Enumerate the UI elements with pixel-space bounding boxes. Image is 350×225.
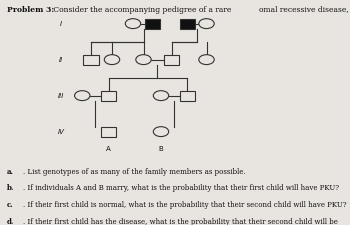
Text: . If their first child has the disease, what is the probability that their secon: . If their first child has the disease, … <box>23 218 338 225</box>
Text: c.: c. <box>7 201 14 209</box>
Bar <box>180 91 195 101</box>
Text: Problem 3:: Problem 3: <box>7 6 54 14</box>
Text: B: B <box>159 146 163 152</box>
Text: . If their first child is normal, what is the probability that their second chil: . If their first child is normal, what i… <box>23 201 346 209</box>
Circle shape <box>104 55 120 65</box>
Circle shape <box>153 127 169 137</box>
Text: a.: a. <box>7 168 14 176</box>
Text: Consider the accompanying pedigree of a rare: Consider the accompanying pedigree of a … <box>51 6 231 14</box>
Bar <box>145 19 160 29</box>
Text: A: A <box>106 146 111 152</box>
Bar <box>180 19 195 29</box>
Circle shape <box>125 19 141 29</box>
Text: b.: b. <box>7 184 14 193</box>
Circle shape <box>75 91 90 101</box>
Text: IV: IV <box>58 129 65 135</box>
Text: II: II <box>59 57 63 63</box>
Circle shape <box>199 19 214 29</box>
Circle shape <box>153 91 169 101</box>
Text: omal recessive disease, PKU.: omal recessive disease, PKU. <box>259 6 350 14</box>
Bar <box>164 55 179 65</box>
Text: III: III <box>58 93 64 99</box>
Bar <box>101 127 116 137</box>
Bar <box>83 55 99 65</box>
Bar <box>101 91 116 101</box>
Text: . If individuals A and B marry, what is the probability that their first child w: . If individuals A and B marry, what is … <box>23 184 339 193</box>
Text: d.: d. <box>7 218 14 225</box>
Text: . List genotypes of as many of the family members as possible.: . List genotypes of as many of the famil… <box>23 168 245 176</box>
Circle shape <box>136 55 151 65</box>
Circle shape <box>199 55 214 65</box>
Text: I: I <box>60 21 62 27</box>
